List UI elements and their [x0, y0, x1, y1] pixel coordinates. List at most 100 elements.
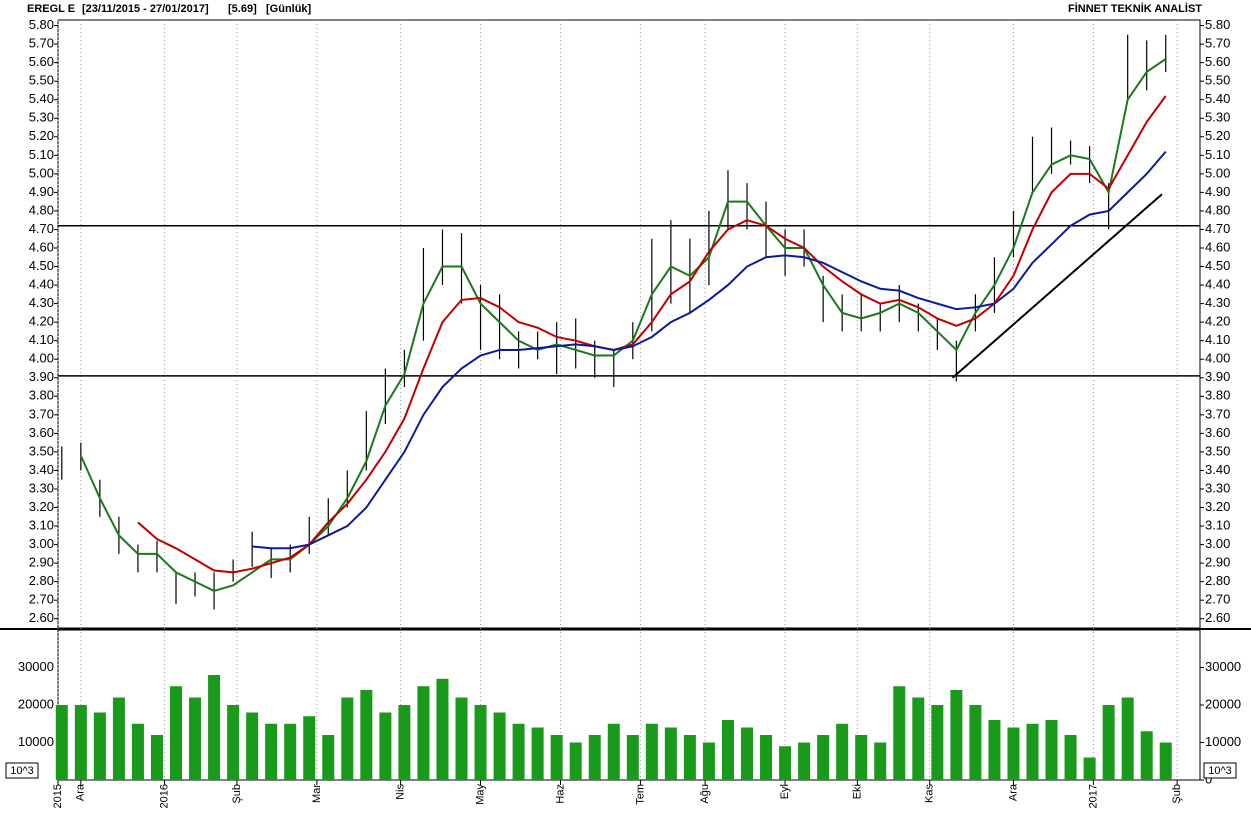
y-tick-label: 5.00 — [29, 165, 54, 180]
y-tick-label: 5.40 — [29, 91, 54, 106]
unit-box — [5, 762, 39, 779]
volume-bar — [550, 735, 563, 780]
volume-bar — [322, 735, 335, 780]
x-tick-label: Ara — [1007, 783, 1019, 801]
volume-bar — [588, 735, 601, 780]
volume-bar — [912, 697, 925, 780]
y-tick-label: 3.90 — [1205, 369, 1230, 384]
y-tick-label: 3.40 — [1205, 462, 1230, 477]
y-tick-label: 4.50 — [1205, 258, 1230, 273]
volume-bar — [779, 746, 792, 780]
y-tick-label: 4.30 — [1205, 295, 1230, 310]
period: [Günlük] — [266, 3, 312, 15]
volume-tick-label: 20000 — [1205, 696, 1241, 711]
y-tick-label: 5.10 — [29, 147, 54, 162]
x-tick-label: Ağu — [699, 784, 711, 804]
y-tick-label: 5.30 — [1205, 110, 1230, 125]
volume-bar — [798, 742, 811, 780]
date-range: [23/11/2015 - 27/01/2017] — [82, 3, 209, 15]
volume-bar — [150, 735, 163, 780]
volume-unit: 10^3 — [10, 765, 34, 777]
y-tick-label: 5.80 — [29, 17, 54, 32]
volume-tick-label: 10000 — [18, 734, 54, 749]
volume-bar — [874, 742, 887, 780]
ticker: EREGL E — [27, 3, 75, 15]
volume-bar — [741, 727, 754, 780]
volume-bar — [931, 705, 944, 780]
volume-bar — [379, 712, 392, 780]
volume-bar — [664, 727, 677, 780]
x-tick-label: 2015 — [52, 784, 64, 808]
volume-bar — [988, 720, 1001, 780]
volume-bar — [1064, 735, 1077, 780]
y-tick-label: 3.80 — [1205, 388, 1230, 403]
volume-bar — [607, 723, 620, 780]
volume-bar — [474, 705, 487, 780]
volume-bar — [55, 705, 68, 780]
y-tick-label: 3.10 — [1205, 517, 1230, 532]
y-tick-label: 4.80 — [29, 202, 54, 217]
volume-bar — [455, 697, 468, 780]
volume-bar — [265, 723, 278, 780]
volume-bar — [512, 723, 525, 780]
x-tick-label: Eki — [851, 784, 863, 799]
x-tick-label: May — [474, 784, 486, 805]
x-tick-label: 2016 — [158, 784, 170, 808]
y-tick-label: 2.60 — [29, 610, 54, 625]
y-tick-label: 5.50 — [1205, 73, 1230, 88]
volume-bar — [227, 705, 240, 780]
volume-bar — [893, 686, 906, 780]
y-tick-label: 4.60 — [1205, 239, 1230, 254]
y-tick-label: 2.70 — [1205, 592, 1230, 607]
volume-bar — [1140, 731, 1153, 780]
volume-bar — [817, 735, 830, 780]
y-tick-label: 5.20 — [29, 128, 54, 143]
y-tick-label: 5.30 — [29, 110, 54, 125]
y-tick-label: 3.20 — [29, 499, 54, 514]
x-tick-label: Şub — [231, 784, 243, 804]
y-tick-label: 4.10 — [29, 332, 54, 347]
x-tick-label: Tem — [634, 784, 646, 805]
y-tick-label: 2.90 — [1205, 555, 1230, 570]
x-tick-label: Nis — [395, 784, 407, 800]
volume-bar — [855, 735, 868, 780]
volume-bar — [645, 723, 658, 780]
volume-bar — [303, 716, 316, 780]
ma-line — [252, 150, 1167, 550]
volume-bar — [626, 735, 639, 780]
y-tick-label: 5.60 — [29, 54, 54, 69]
y-tick-label: 4.40 — [1205, 277, 1230, 292]
volume-bar — [569, 742, 582, 780]
volume-bar — [360, 690, 373, 780]
volume-bar — [131, 723, 144, 780]
trend-line — [951, 193, 1163, 379]
y-tick-label: 4.20 — [29, 314, 54, 329]
y-tick-label: 4.70 — [29, 221, 54, 236]
volume-bar — [341, 697, 354, 780]
y-tick-label: 5.50 — [29, 73, 54, 88]
volume-bar — [969, 705, 982, 780]
volume-bar — [1159, 742, 1172, 780]
volume-bar — [1007, 727, 1020, 780]
y-tick-label: 3.10 — [29, 517, 54, 532]
y-tick-label: 3.50 — [29, 443, 54, 458]
y-tick-label: 3.80 — [29, 388, 54, 403]
y-tick-label: 4.40 — [29, 277, 54, 292]
y-tick-label: 4.80 — [1205, 202, 1230, 217]
y-tick-label: 3.30 — [29, 480, 54, 495]
volume-bar — [702, 742, 715, 780]
volume-bar — [436, 678, 449, 780]
y-tick-label: 4.90 — [1205, 184, 1230, 199]
volume-bar — [112, 697, 125, 780]
y-tick-label: 5.60 — [1205, 54, 1230, 69]
x-tick-label: Şub — [1171, 784, 1183, 804]
y-tick-label: 3.40 — [29, 462, 54, 477]
volume-tick-label: 30000 — [1205, 659, 1241, 674]
y-tick-label: 5.80 — [1205, 17, 1230, 32]
y-tick-label: 3.00 — [29, 536, 54, 551]
y-tick-label: 4.60 — [29, 239, 54, 254]
y-tick-label: 5.20 — [1205, 128, 1230, 143]
volume-bar — [493, 712, 506, 780]
